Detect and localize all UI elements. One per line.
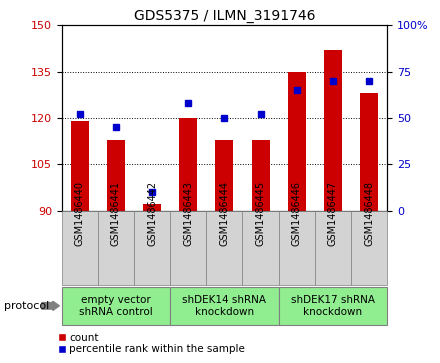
Text: GSM1486448: GSM1486448	[364, 181, 374, 246]
Bar	[179, 118, 197, 211]
Text: GSM1486445: GSM1486445	[256, 181, 266, 246]
Bar	[143, 204, 161, 211]
Bar	[107, 140, 125, 211]
Title: GDS5375 / ILMN_3191746: GDS5375 / ILMN_3191746	[134, 9, 315, 23]
Bar	[324, 50, 342, 211]
Legend: count, percentile rank within the sample: count, percentile rank within the sample	[58, 333, 246, 354]
Text: GSM1486446: GSM1486446	[292, 181, 302, 246]
Bar	[71, 121, 89, 211]
Text: GSM1486441: GSM1486441	[111, 181, 121, 246]
Bar	[288, 72, 306, 211]
Bar	[252, 140, 270, 211]
Text: protocol: protocol	[4, 301, 50, 311]
Text: empty vector
shRNA control: empty vector shRNA control	[79, 295, 153, 317]
Text: GSM1486444: GSM1486444	[220, 181, 229, 246]
Text: shDEK17 shRNA
knockdown: shDEK17 shRNA knockdown	[291, 295, 375, 317]
Text: shDEK14 shRNA
knockdown: shDEK14 shRNA knockdown	[183, 295, 266, 317]
Text: GSM1486440: GSM1486440	[75, 181, 84, 246]
Text: GSM1486442: GSM1486442	[147, 181, 157, 246]
Text: GSM1486447: GSM1486447	[328, 181, 338, 246]
Text: GSM1486443: GSM1486443	[183, 181, 193, 246]
Bar	[360, 93, 378, 211]
Bar	[215, 140, 234, 211]
